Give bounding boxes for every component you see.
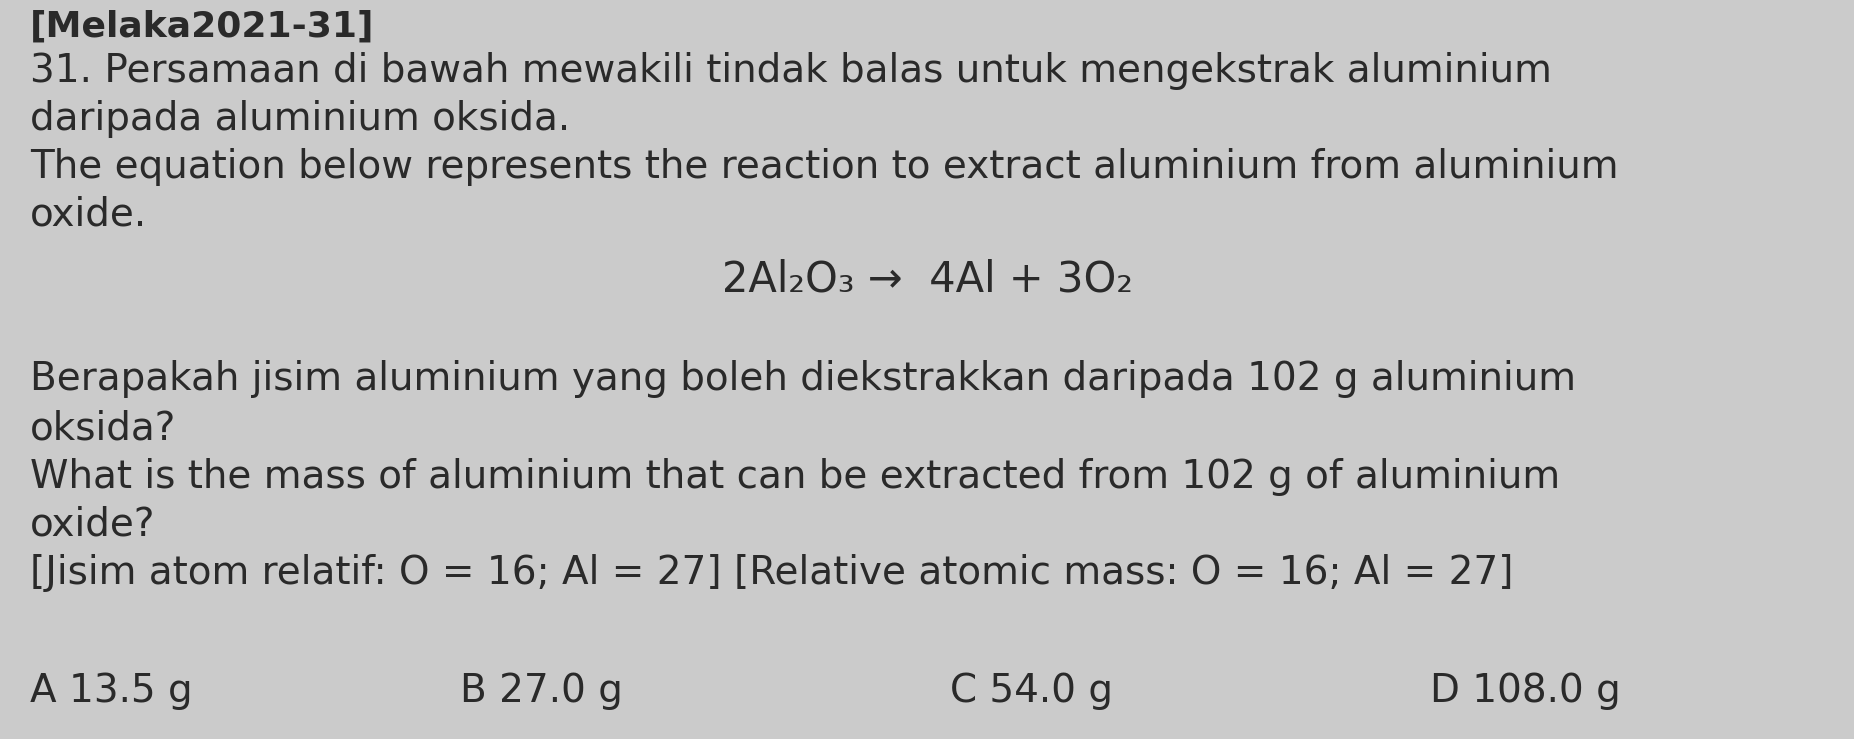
Text: B 27.0 g: B 27.0 g bbox=[460, 672, 623, 710]
Text: What is the mass of aluminium that can be extracted from 102 g of aluminium: What is the mass of aluminium that can b… bbox=[30, 458, 1559, 496]
Text: Berapakah jisim aluminium yang boleh diekstrakkan daripada 102 g aluminium: Berapakah jisim aluminium yang boleh die… bbox=[30, 360, 1576, 398]
Text: C 54.0 g: C 54.0 g bbox=[949, 672, 1112, 710]
Text: 2Al₂O₃ →  4Al + 3O₂: 2Al₂O₃ → 4Al + 3O₂ bbox=[721, 258, 1133, 300]
Text: [Jisim atom relatif: O = 16; Al = 27] [Relative atomic mass: O = 16; Al = 27]: [Jisim atom relatif: O = 16; Al = 27] [R… bbox=[30, 554, 1513, 592]
Text: 31. Persamaan di bawah mewakili tindak balas untuk mengekstrak aluminium: 31. Persamaan di bawah mewakili tindak b… bbox=[30, 52, 1552, 90]
Text: [Melaka2021-31]: [Melaka2021-31] bbox=[30, 10, 375, 44]
Text: daripada aluminium oksida.: daripada aluminium oksida. bbox=[30, 100, 571, 138]
Text: oxide?: oxide? bbox=[30, 506, 156, 544]
Text: The equation below represents the reaction to extract aluminium from aluminium: The equation below represents the reacti… bbox=[30, 148, 1619, 186]
Text: oxide.: oxide. bbox=[30, 196, 146, 234]
Text: A 13.5 g: A 13.5 g bbox=[30, 672, 193, 710]
Text: D 108.0 g: D 108.0 g bbox=[1429, 672, 1620, 710]
Text: oksida?: oksida? bbox=[30, 410, 176, 448]
